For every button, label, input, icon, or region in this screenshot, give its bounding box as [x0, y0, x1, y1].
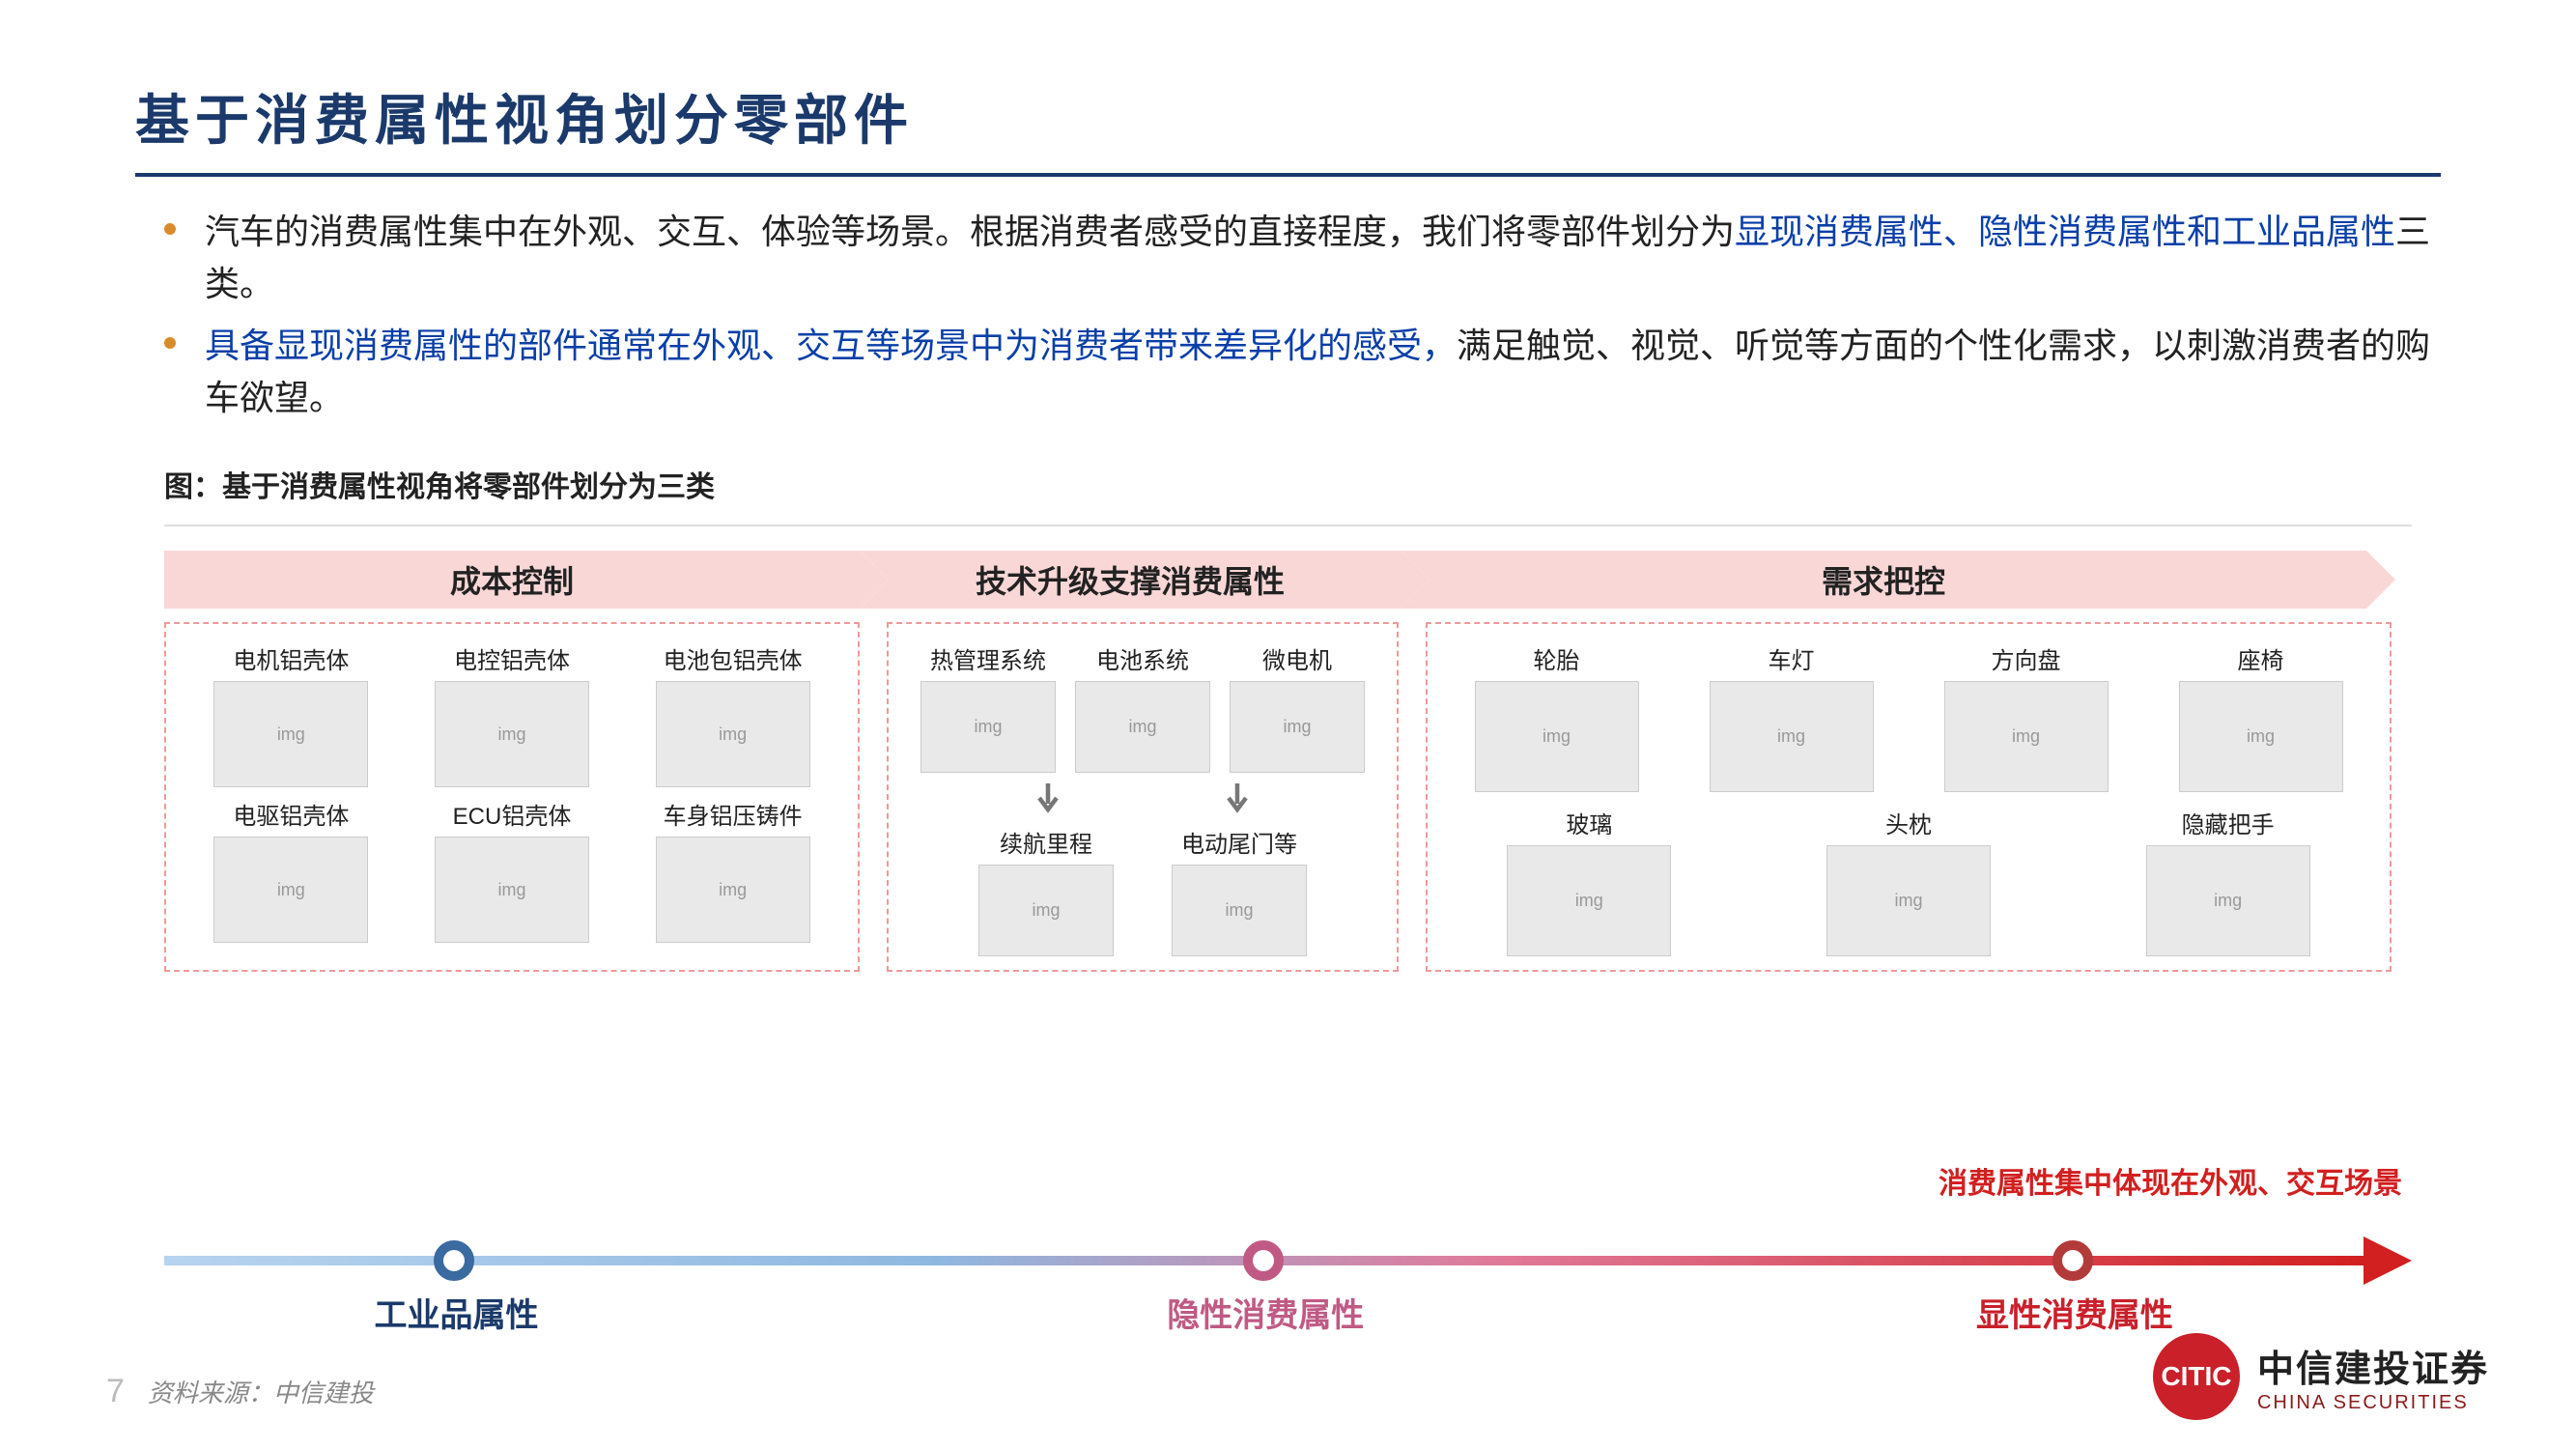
text-highlight: 显现消费属性、隐性消费属性和工业品属性: [1735, 212, 2395, 251]
part-label: 微电机: [1230, 641, 1365, 675]
part-image: img: [2179, 681, 2343, 792]
title-underline: [135, 173, 2441, 177]
part-cell: 微电机 img: [1230, 641, 1365, 773]
part-image: img: [435, 837, 589, 943]
part-image: img: [2146, 845, 2310, 956]
bullet-text: 汽车的消费属性集中在外观、交互、体验等场景。根据消费者感受的直接程度，我们将零部…: [205, 206, 2441, 310]
part-cell: 轮胎 img: [1449, 641, 1664, 792]
part-cell: 电动尾门等 img: [1172, 821, 1307, 956]
part-image: img: [1710, 681, 1874, 792]
part-label: 电机铝壳体: [187, 641, 395, 675]
axis-label: 工业品属性: [375, 1289, 539, 1336]
part-cell: 电驱铝壳体 img: [187, 797, 395, 943]
axis-node: [2052, 1240, 2093, 1281]
part-cell: 电池系统 img: [1075, 641, 1210, 773]
part-label: 头枕: [1826, 806, 1991, 839]
part-image: img: [1507, 845, 1671, 956]
part-image: img: [656, 681, 810, 787]
arrow-header-row: 成本控制 技术升级支撑消费属性 需求把控: [164, 551, 2412, 609]
part-image: img: [213, 681, 368, 787]
part-image: img: [1172, 865, 1307, 956]
part-image: img: [1230, 681, 1365, 773]
axis-node: [1243, 1240, 1284, 1281]
bullet-dot-icon: [164, 223, 176, 235]
part-cell: 玻璃 img: [1507, 806, 1671, 956]
box-demand: 轮胎 img 车灯 img 方向盘 img 座椅 img 玻璃 img 头枕 img 隐藏把…: [1426, 622, 2392, 972]
page-title: 基于消费属性视角划分零部件: [135, 77, 2441, 156]
part-cell: ECU铝壳体 img: [409, 797, 616, 943]
part-cell: 车身铝压铸件 img: [629, 797, 836, 943]
part-label: 续航里程: [978, 825, 1114, 859]
part-cell: 电控铝壳体 img: [409, 641, 616, 787]
logo-text-cn: 中信建投证券: [2257, 1339, 2489, 1392]
part-cell: 热管理系统 img: [920, 641, 1056, 773]
part-cell: 方向盘 img: [1918, 641, 2134, 792]
part-label: 玻璃: [1507, 806, 1671, 839]
box-tech-upgrade: 热管理系统 img 电池系统 img 微电机 img 续航里程 img 电动尾门等 img: [887, 622, 1399, 972]
part-image: img: [1944, 681, 2109, 792]
part-image: img: [1075, 681, 1210, 773]
part-label: 座椅: [2153, 641, 2368, 675]
bullet-list: 汽车的消费属性集中在外观、交互、体验等场景。根据消费者感受的直接程度，我们将零部…: [164, 206, 2441, 424]
company-logo: CITIC 中信建投证券 CHINA SECURITIES: [2153, 1333, 2489, 1420]
page-number: 7: [106, 1373, 125, 1410]
category-boxes: 电机铝壳体 img 电控铝壳体 img 电池包铝壳体 img 电驱铝壳体 img ECU…: [164, 622, 2412, 972]
part-cell: 座椅 img: [2153, 641, 2368, 792]
logo-text-en: CHINA SECURITIES: [2257, 1392, 2489, 1414]
arrow-down-icon: [1031, 779, 1065, 817]
divider: [164, 525, 2412, 526]
arrow-label: 需求把控: [1822, 557, 1945, 602]
bullet-item: 具备显现消费属性的部件通常在外观、交互等场景中为消费者带来差异化的感受，满足触觉…: [164, 320, 2441, 424]
bullet-text: 具备显现消费属性的部件通常在外观、交互等场景中为消费者带来差异化的感受，满足触觉…: [205, 320, 2441, 424]
text-highlight: 具备显现消费属性的部件通常在外观、交互等场景中为消费者带来差异化的感受，: [205, 326, 1457, 365]
part-label: 车身铝压铸件: [629, 797, 836, 831]
arrow-segment-1: 成本控制: [164, 551, 860, 609]
logo-badge-icon: CITIC: [2153, 1333, 2240, 1420]
part-cell: 隐藏把手 img: [2146, 806, 2310, 956]
arrow-label: 技术升级支撑消费属性: [976, 557, 1285, 602]
part-label: 电控铝壳体: [409, 641, 616, 675]
axis-label: 显性消费属性: [1976, 1289, 2173, 1336]
part-label: 电池系统: [1075, 641, 1210, 675]
box-cost-control: 电机铝壳体 img 电控铝壳体 img 电池包铝壳体 img 电驱铝壳体 img ECU…: [164, 622, 860, 972]
arrow-segment-2: 技术升级支撑消费属性: [860, 551, 1401, 609]
axis-arrowhead-icon: [2364, 1236, 2412, 1285]
red-annotation: 消费属性集中体现在外观、交互场景: [1939, 1159, 2402, 1202]
part-label: 隐藏把手: [2146, 806, 2310, 839]
part-label: 方向盘: [1918, 641, 2134, 675]
part-cell: 车灯 img: [1684, 641, 1899, 792]
part-label: 电池包铝壳体: [629, 641, 836, 675]
part-image: img: [978, 865, 1114, 956]
part-label: 车灯: [1684, 641, 1899, 675]
part-cell: 电机铝壳体 img: [187, 641, 395, 787]
part-label: 热管理系统: [920, 641, 1056, 675]
part-cell: 续航里程 img: [978, 821, 1114, 956]
part-image: img: [920, 681, 1056, 773]
part-label: 电驱铝壳体: [187, 797, 395, 831]
part-cell: 头枕 img: [1826, 806, 1991, 956]
attribute-axis: 工业品属性 隐性消费属性 显性消费属性: [164, 1227, 2412, 1343]
part-label: ECU铝壳体: [409, 797, 616, 831]
arrow-down-icon: [1220, 779, 1255, 817]
part-label: 电动尾门等: [1172, 825, 1307, 859]
part-image: img: [656, 837, 810, 943]
axis-node: [434, 1240, 474, 1281]
arrow-segment-3: 需求把控: [1401, 551, 2366, 609]
part-image: img: [1475, 681, 1639, 792]
axis-label: 隐性消费属性: [1167, 1289, 1364, 1336]
arrows-down: [1031, 779, 1255, 817]
part-label: 轮胎: [1449, 641, 1664, 675]
part-cell: 电池包铝壳体 img: [629, 641, 836, 787]
bullet-item: 汽车的消费属性集中在外观、交互、体验等场景。根据消费者感受的直接程度，我们将零部…: [164, 206, 2441, 310]
source-text: 资料来源：中信建投: [148, 1374, 374, 1409]
bullet-dot-icon: [164, 337, 176, 349]
text-segment: 汽车的消费属性集中在外观、交互、体验等场景。根据消费者感受的直接程度，我们将零部…: [205, 212, 1735, 251]
part-image: img: [1826, 845, 1991, 956]
part-image: img: [435, 681, 589, 787]
footer: 7 资料来源：中信建投: [106, 1373, 374, 1410]
part-image: img: [213, 837, 368, 943]
arrow-label: 成本控制: [450, 557, 574, 602]
figure-title: 图：基于消费属性视角将零部件划分为三类: [164, 463, 2441, 505]
